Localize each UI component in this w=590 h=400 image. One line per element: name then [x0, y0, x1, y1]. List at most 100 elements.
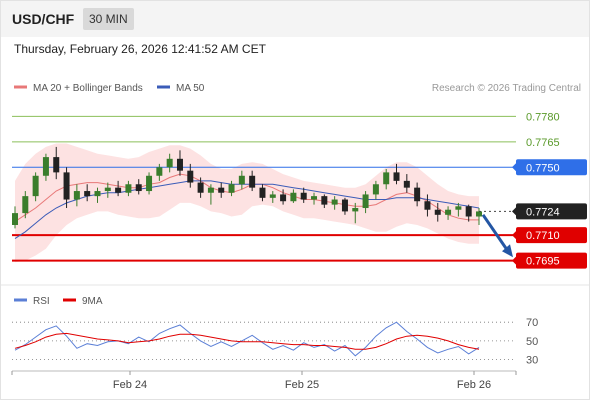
candle — [53, 146, 60, 180]
symbol-label: USD/CHF — [12, 11, 75, 27]
candle — [207, 184, 214, 205]
candle-body — [73, 191, 80, 200]
candle-body — [104, 187, 111, 192]
candle — [321, 194, 328, 209]
candle — [465, 204, 472, 222]
timeframe-button[interactable]: 30 MIN — [83, 8, 134, 30]
candle — [125, 180, 132, 197]
candle-body — [476, 211, 482, 217]
candle-body — [362, 194, 369, 209]
candle — [290, 189, 297, 203]
candle-body — [228, 184, 235, 193]
candle — [238, 170, 245, 190]
last-price-pointer — [512, 206, 517, 217]
candle-body — [84, 191, 91, 197]
candle-body — [403, 180, 410, 188]
candle-body — [259, 187, 266, 198]
rsi-tick-70: 70 — [526, 317, 538, 329]
candle-body — [12, 213, 18, 225]
candle — [393, 163, 400, 185]
level-label-0.7695: 0.7695 — [526, 256, 560, 268]
candle-body — [249, 175, 256, 188]
chart-header: USD/CHF 30 MIN — [1, 1, 589, 37]
candle-body — [280, 194, 287, 202]
ma50-legend-label: MA 50 — [176, 83, 205, 94]
candle — [32, 172, 39, 202]
candle-body — [22, 196, 29, 214]
candle — [300, 187, 307, 203]
candle-body — [455, 206, 462, 210]
candle — [22, 191, 29, 219]
level-tag-pointer — [512, 162, 517, 173]
candle-body — [383, 172, 390, 185]
level-tag-0.7750 — [516, 159, 587, 176]
candle-body — [42, 157, 49, 176]
candle-body — [197, 182, 204, 193]
ma20-legend-label: MA 20 + Bollinger Bands — [33, 83, 143, 94]
rsi-legend-label: RSI — [33, 296, 50, 307]
level-label-0.7765: 0.7765 — [526, 137, 560, 149]
candle-body — [465, 206, 472, 217]
time-tick-label: Feb 25 — [285, 379, 319, 391]
candle-body — [414, 187, 421, 202]
candle — [372, 180, 379, 200]
candle — [135, 179, 142, 195]
time-tick-label: Feb 24 — [113, 379, 147, 391]
candle-body — [300, 192, 307, 200]
rsi-line — [14, 321, 480, 357]
candle — [269, 191, 276, 203]
candle-body — [115, 187, 122, 193]
candle — [383, 168, 390, 190]
forecast-arrowhead — [502, 244, 513, 258]
candle-body — [146, 175, 153, 192]
candle — [115, 180, 122, 197]
candle — [218, 182, 225, 198]
candle — [42, 153, 49, 181]
last-price-tag — [516, 203, 587, 220]
ma50-line — [14, 180, 480, 240]
candle-body — [207, 187, 214, 193]
level-label-0.7710: 0.7710 — [526, 230, 560, 242]
candle-body — [269, 194, 276, 198]
candle-body — [176, 158, 183, 171]
level-tag-pointer — [512, 230, 517, 241]
candle — [476, 208, 482, 225]
candle-body — [187, 170, 194, 183]
candle-body — [434, 209, 441, 215]
candle-body — [218, 187, 225, 193]
candle — [187, 163, 194, 188]
level-tag-0.7695 — [516, 252, 587, 269]
candle — [146, 172, 153, 195]
candle — [12, 206, 18, 229]
candle-body — [424, 201, 431, 210]
forecast-arrow — [481, 213, 510, 253]
rsi-tick-50: 50 — [526, 336, 538, 348]
candle — [331, 196, 338, 210]
candle — [445, 206, 452, 220]
candle — [341, 197, 348, 215]
candle — [156, 163, 163, 181]
candle — [104, 182, 111, 198]
rsi-ma-line — [14, 332, 480, 350]
candle — [84, 184, 91, 202]
candle — [362, 191, 369, 214]
candle-body — [135, 184, 142, 192]
level-label-0.7780: 0.7780 — [526, 111, 560, 123]
candle — [228, 180, 235, 197]
level-label-0.7750: 0.7750 — [526, 162, 560, 174]
candle-body — [125, 184, 132, 193]
copyright-label: Research © 2026 Trading Central — [432, 83, 581, 94]
candle-body — [393, 172, 400, 181]
candle-body — [321, 196, 328, 205]
candle — [249, 170, 256, 192]
rsi-tick-30: 30 — [526, 355, 538, 367]
candle — [94, 187, 101, 203]
candle — [311, 192, 318, 205]
candle — [424, 194, 431, 217]
candle-body — [352, 208, 359, 212]
candle — [414, 182, 421, 207]
candle — [176, 150, 183, 176]
candle — [259, 184, 266, 202]
candle-body — [238, 175, 245, 185]
